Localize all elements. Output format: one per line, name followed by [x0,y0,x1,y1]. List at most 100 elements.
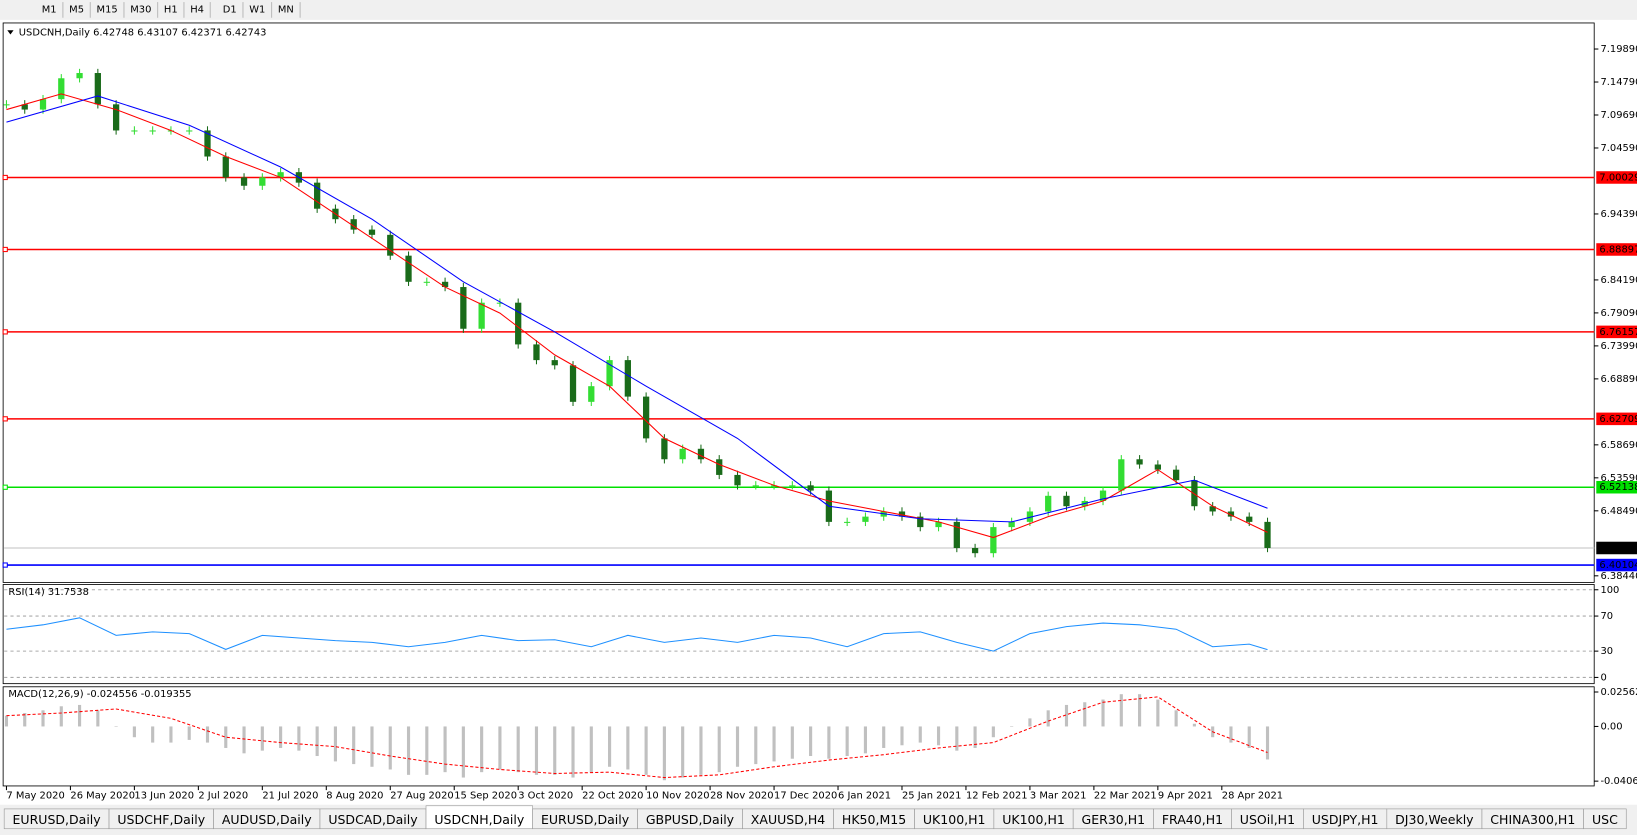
timeframe-label[interactable]: MN [278,4,294,15]
timeframe-button[interactable]: M1 [42,2,64,18]
chart-tab[interactable]: USOil,H1 [1231,808,1304,830]
candle [807,485,814,491]
tab-label[interactable]: UK100,H1 [923,812,986,827]
chart-tab[interactable]: UK100,H1 [993,808,1074,830]
timeframe-label[interactable]: W1 [249,4,265,15]
candle [3,104,10,106]
macd-bar [955,726,959,751]
x-tick-label: 26 May 2020 [70,790,135,801]
level-label: 6.88897 [1599,244,1637,255]
candle [387,234,394,256]
macd-bar [425,726,429,775]
timeframe-button[interactable]: W1 [249,2,273,18]
x-tick-label: 9 Apr 2021 [1158,790,1213,801]
x-tick-label: 28 Apr 2021 [1222,790,1283,801]
candle [204,130,211,157]
x-tick-label: 25 Jan 2021 [902,790,961,801]
candle [149,130,156,132]
timeframe-button[interactable]: H4 [190,2,211,18]
macd-bar [571,726,575,778]
timeframe-button[interactable]: D1 [223,2,244,18]
chart-tab[interactable]: USDCHF,Daily [108,808,214,830]
tab-label[interactable]: GBPUSD,Daily [646,812,735,827]
macd-bar [662,726,666,781]
macd-bar [279,726,283,748]
macd-bar [260,726,264,751]
macd-bar [1138,694,1142,727]
tab-label[interactable]: USC [1592,812,1618,827]
candle [222,156,229,178]
chart-tab[interactable]: CHINA300,H1 [1481,808,1584,830]
tab-label[interactable]: UK100,H1 [1002,812,1065,827]
timeframe-button[interactable]: H1 [164,2,185,18]
chart-tab[interactable]: GER30,H1 [1072,808,1154,830]
candle [606,360,613,387]
chart-tab[interactable]: USDCNH,Daily [425,805,533,830]
chart-tab[interactable]: GBPUSD,Daily [637,808,743,830]
chart-tab[interactable]: USDCAD,Daily [319,808,427,830]
timeframe-label[interactable]: M1 [42,4,57,15]
tab-label[interactable]: USDCHF,Daily [117,812,205,827]
candle [789,485,796,487]
timeframe-label[interactable]: H4 [190,4,204,15]
candle [624,360,631,397]
macd-bar [1046,710,1050,727]
chart-tab[interactable]: XAUUSD,H4 [742,808,834,830]
tab-label[interactable]: EURUSD,Daily [13,812,102,827]
timeframe-button[interactable]: M5 [69,2,91,18]
macd-bar [589,726,593,773]
tab-label[interactable]: USDCAD,Daily [328,812,418,827]
candle [1264,521,1271,548]
candle [1118,459,1125,491]
candle [917,516,924,528]
macd-bar [77,704,82,727]
tab-label[interactable]: XAUUSD,H4 [751,812,825,827]
tab-label[interactable]: CHINA300,H1 [1490,812,1575,827]
macd-bar [1083,702,1087,727]
y-tick-label: 70 [1600,611,1613,622]
tab-label[interactable]: EURUSD,Daily [541,812,630,827]
macd-bar [991,726,995,738]
tab-label[interactable]: USOil,H1 [1240,812,1295,827]
macd-bar [132,726,136,738]
x-tick-label: 22 Oct 2020 [582,790,643,801]
chart-tab[interactable]: EURUSD,Daily [3,808,110,830]
y-tick-label: 6.84190 [1600,275,1637,286]
tab-label[interactable]: DJ30,Weekly [1395,812,1474,827]
candle [94,73,101,105]
tab-label[interactable]: USDJPY,H1 [1312,812,1379,827]
x-tick-label: 8 Aug 2020 [326,790,383,801]
timeframe-label[interactable]: M5 [69,4,84,15]
timeframe-label[interactable]: H1 [164,4,178,15]
tab-label[interactable]: AUDUSD,Daily [222,812,312,827]
chart-tab[interactable]: DJ30,Weekly [1386,808,1483,830]
chart-tab[interactable]: HK50,M15 [833,808,915,830]
timeframe-button[interactable]: M30 [130,2,159,18]
timeframe-label[interactable]: D1 [223,4,237,15]
tab-label[interactable]: HK50,M15 [842,812,906,827]
candle [1191,480,1198,507]
candle [39,99,47,110]
macd-bar [1265,726,1270,760]
timeframe-button[interactable]: MN [278,2,301,18]
chart-tab[interactable]: UK100,H1 [914,808,995,830]
candle [642,396,650,439]
timeframe-button[interactable]: M15 [97,2,125,18]
macd-bar [151,726,155,743]
chart-tab[interactable]: AUDUSD,Daily [213,808,321,830]
chart-tab[interactable]: USDJPY,H1 [1303,808,1388,830]
y-tick-label: 6.68890 [1600,374,1637,385]
x-tick-label: 7 May 2020 [6,790,64,801]
tab-label[interactable]: USDCNH,Daily [434,812,525,827]
x-tick-label: 27 Aug 2020 [390,790,453,801]
candle [259,177,266,186]
timeframe-label[interactable]: M15 [97,4,118,15]
chart-tab[interactable]: USC [1583,808,1627,830]
y-tick-label: 6.73990 [1600,341,1637,352]
chart-tab[interactable]: EURUSD,Daily [532,808,638,830]
tab-label[interactable]: FRA40,H1 [1162,812,1223,827]
chart-tab[interactable]: FRA40,H1 [1153,808,1232,830]
timeframe-label[interactable]: M30 [130,4,151,15]
tab-label[interactable]: GER30,H1 [1082,812,1146,827]
